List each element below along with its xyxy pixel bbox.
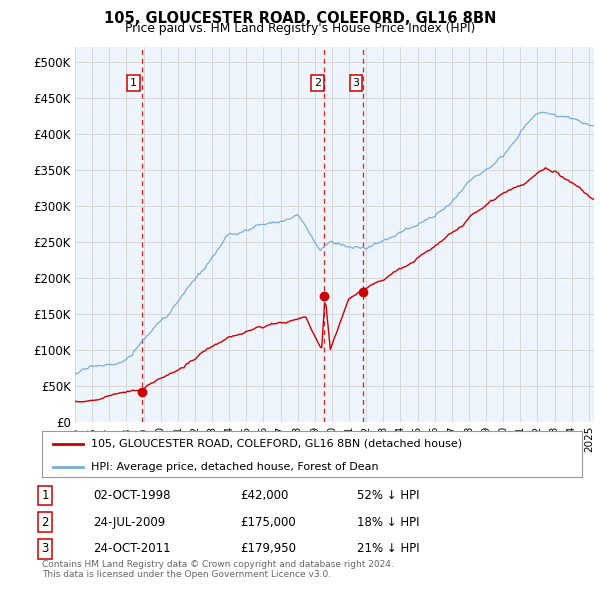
Text: 02-OCT-1998: 02-OCT-1998 [93, 489, 170, 502]
Text: 18% ↓ HPI: 18% ↓ HPI [357, 516, 419, 529]
Text: 52% ↓ HPI: 52% ↓ HPI [357, 489, 419, 502]
Text: 3: 3 [353, 78, 359, 88]
Text: £179,950: £179,950 [240, 542, 296, 555]
Text: £42,000: £42,000 [240, 489, 289, 502]
Text: 1: 1 [41, 489, 49, 502]
Text: 1: 1 [130, 78, 137, 88]
Text: 105, GLOUCESTER ROAD, COLEFORD, GL16 8BN (detached house): 105, GLOUCESTER ROAD, COLEFORD, GL16 8BN… [91, 438, 462, 448]
Text: 24-JUL-2009: 24-JUL-2009 [93, 516, 165, 529]
Text: HPI: Average price, detached house, Forest of Dean: HPI: Average price, detached house, Fore… [91, 461, 378, 471]
Text: 24-OCT-2011: 24-OCT-2011 [93, 542, 170, 555]
Text: 2: 2 [314, 78, 321, 88]
Text: Contains HM Land Registry data © Crown copyright and database right 2024.
This d: Contains HM Land Registry data © Crown c… [42, 560, 394, 579]
Text: £175,000: £175,000 [240, 516, 296, 529]
Text: 21% ↓ HPI: 21% ↓ HPI [357, 542, 419, 555]
Text: 2: 2 [41, 516, 49, 529]
Text: Price paid vs. HM Land Registry's House Price Index (HPI): Price paid vs. HM Land Registry's House … [125, 22, 475, 35]
Text: 105, GLOUCESTER ROAD, COLEFORD, GL16 8BN: 105, GLOUCESTER ROAD, COLEFORD, GL16 8BN [104, 11, 496, 25]
Text: 3: 3 [41, 542, 49, 555]
